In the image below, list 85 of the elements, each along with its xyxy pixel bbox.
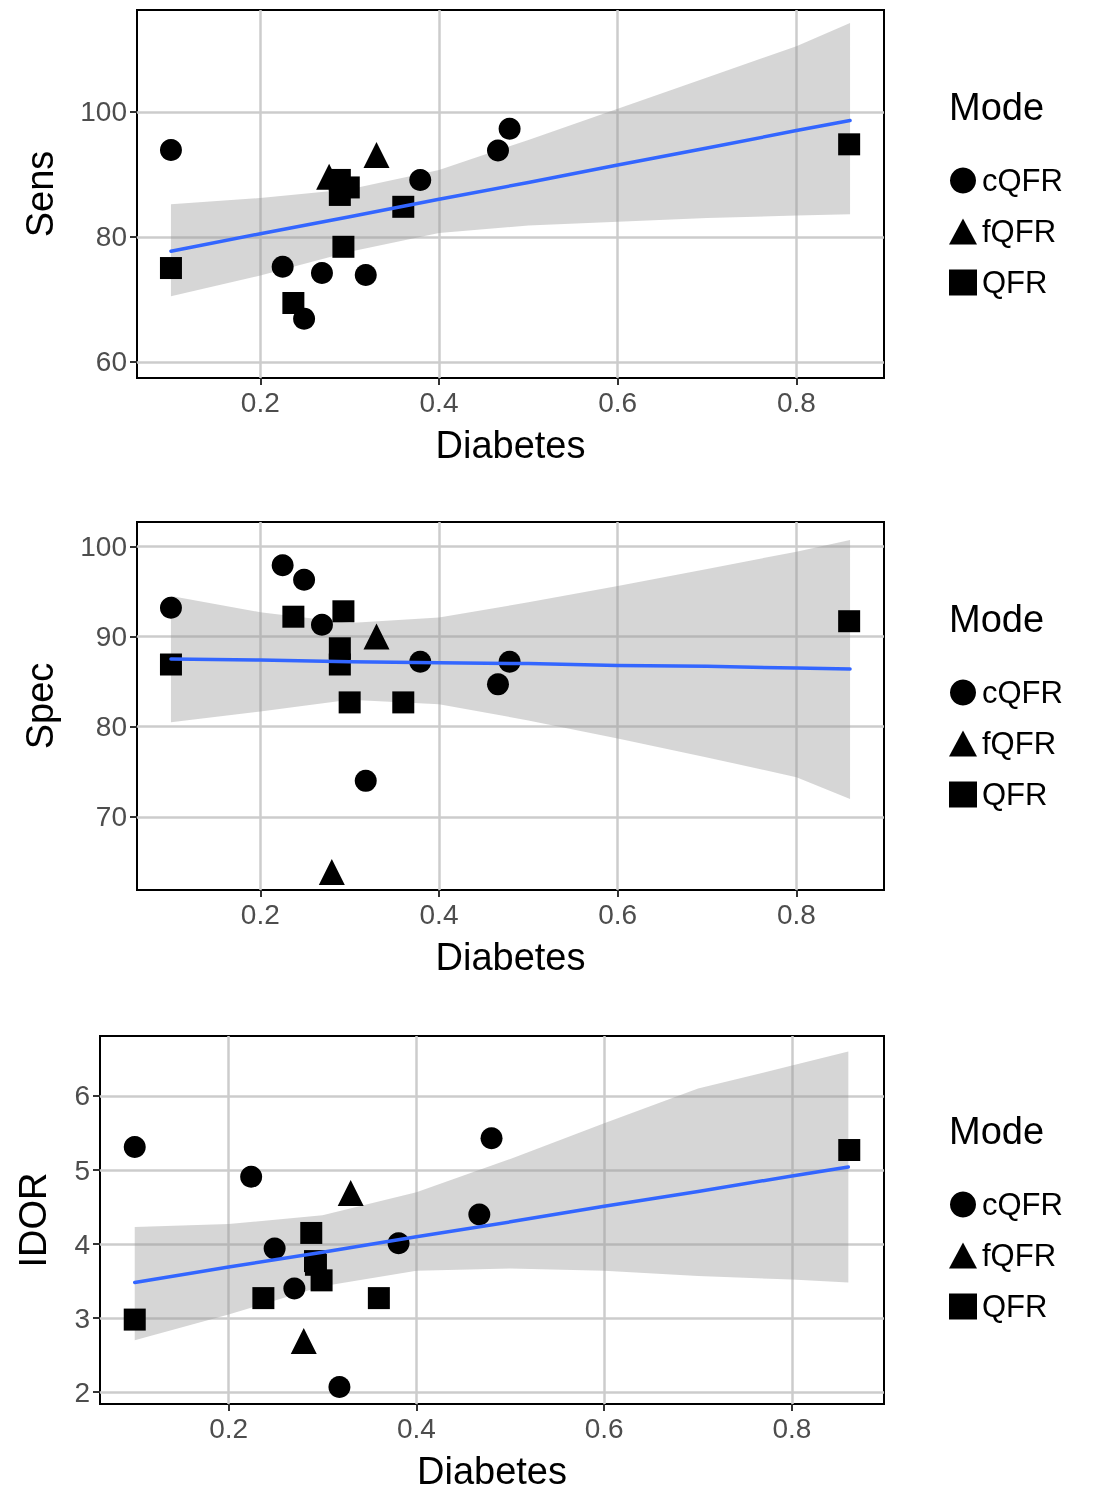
- x-tick-label: 0.8: [772, 1412, 812, 1444]
- legend-label: QFR: [982, 777, 1048, 812]
- legend-label: cQFR: [982, 675, 1063, 710]
- legend-title: Mode: [949, 598, 1045, 640]
- point: [468, 1203, 491, 1226]
- y-axis-title: IDOR: [12, 1172, 54, 1268]
- point: [240, 1165, 263, 1188]
- point: [838, 610, 861, 633]
- point: [338, 691, 361, 714]
- point: [123, 1136, 146, 1159]
- point: [354, 263, 377, 286]
- x-axis-title: Diabetes: [417, 1450, 567, 1492]
- legend-title: Mode: [949, 1110, 1045, 1152]
- point: [282, 605, 305, 628]
- point: [310, 613, 333, 636]
- x-axis-title: Diabetes: [435, 424, 586, 466]
- point: [838, 1139, 861, 1162]
- y-axis-title: Sens: [19, 150, 61, 238]
- legend-label: fQFR: [982, 726, 1057, 761]
- point: [487, 139, 509, 162]
- point: [480, 1127, 503, 1150]
- point: [332, 235, 355, 258]
- legend-label: QFR: [982, 1289, 1048, 1324]
- y-tick-label: 100: [80, 96, 127, 128]
- legend-label: cQFR: [982, 163, 1063, 198]
- point: [363, 141, 390, 168]
- x-tick-label: 0.2: [209, 1412, 249, 1444]
- y-tick-label: 60: [95, 346, 127, 378]
- point: [271, 255, 294, 278]
- x-tick-label: 0.6: [598, 386, 638, 418]
- point: [123, 1308, 146, 1331]
- x-tick-label: 0.4: [419, 898, 459, 930]
- x-tick-label: 0.2: [240, 386, 280, 418]
- point: [159, 257, 182, 280]
- legend-label: fQFR: [982, 214, 1057, 249]
- y-axis-title: Spec: [19, 662, 61, 750]
- legend-label: fQFR: [982, 1238, 1057, 1273]
- x-tick-label: 0.2: [240, 898, 280, 930]
- point: [159, 138, 182, 161]
- point: [159, 596, 182, 619]
- point: [354, 769, 377, 792]
- point: [392, 691, 415, 714]
- point: [290, 1328, 317, 1355]
- x-tick-label: 0.4: [419, 386, 459, 418]
- y-tick-label: 5: [74, 1154, 90, 1186]
- point: [283, 1277, 306, 1300]
- point: [337, 1179, 364, 1206]
- point: [498, 117, 521, 140]
- point: [332, 600, 355, 623]
- line-series: [132, 1165, 851, 1285]
- line-series: [169, 118, 852, 253]
- x-tick-label: 0.8: [776, 386, 816, 418]
- y-tick-label: 70: [95, 801, 127, 833]
- point: [263, 1237, 286, 1260]
- point: [318, 858, 345, 885]
- y-tick-label: 3: [74, 1302, 90, 1334]
- legend-label: cQFR: [982, 1187, 1063, 1222]
- y-tick-label: 2: [74, 1376, 90, 1408]
- legend-label: QFR: [982, 265, 1048, 300]
- point: [363, 623, 390, 650]
- y-tick-label: 80: [95, 221, 127, 253]
- point: [838, 133, 861, 156]
- point: [300, 1221, 323, 1244]
- y-tick-label: 80: [95, 711, 127, 743]
- point: [310, 1269, 333, 1292]
- point: [328, 1375, 351, 1398]
- x-tick-label: 0.6: [584, 1412, 624, 1444]
- x-tick-label: 0.8: [776, 898, 816, 930]
- point: [282, 292, 305, 315]
- point: [487, 673, 509, 696]
- y-tick-label: 90: [95, 621, 127, 653]
- point: [252, 1287, 275, 1310]
- x-axis-title: Diabetes: [435, 936, 586, 978]
- point: [367, 1287, 390, 1310]
- y-tick-label: 100: [80, 530, 127, 562]
- x-tick-label: 0.6: [598, 898, 638, 930]
- point: [409, 168, 432, 191]
- y-tick-label: 6: [74, 1080, 90, 1112]
- point: [293, 568, 316, 591]
- x-tick-label: 0.4: [396, 1412, 436, 1444]
- y-tick-label: 4: [74, 1228, 90, 1260]
- legend-title: Mode: [949, 86, 1045, 128]
- point: [310, 262, 333, 285]
- point: [328, 168, 351, 191]
- point: [271, 554, 294, 577]
